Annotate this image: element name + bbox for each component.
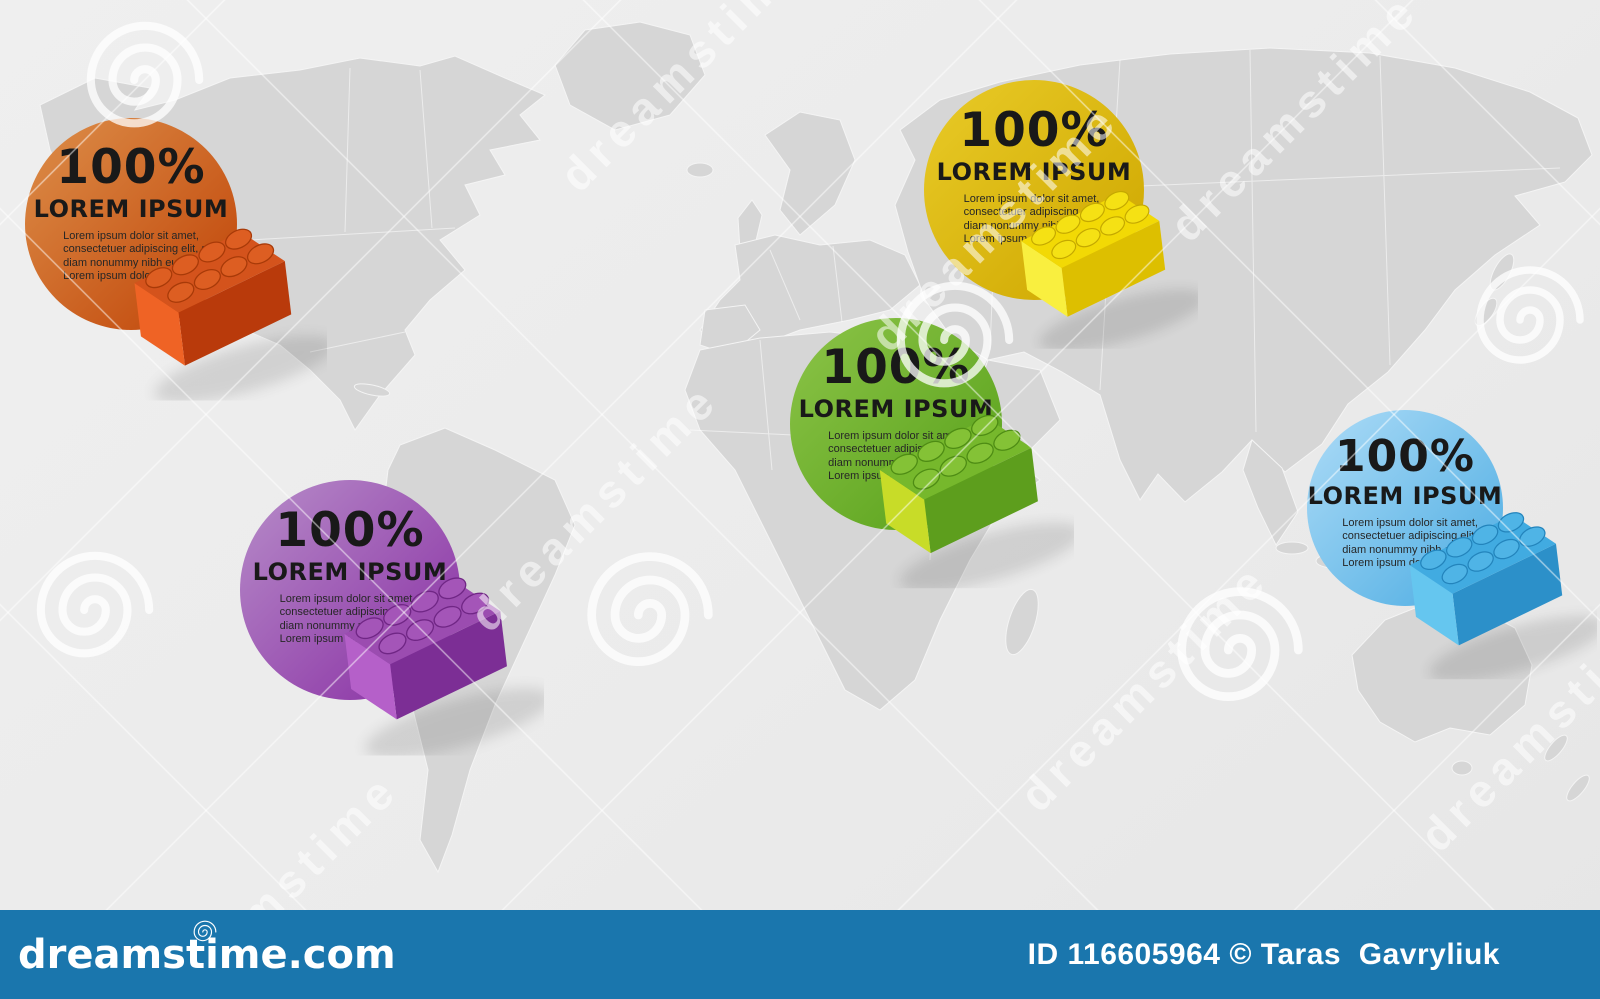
dreamstime-logo-text: dreamstime.com: [18, 931, 396, 978]
map-new-zealand: [1566, 774, 1590, 802]
item-title: LOREM IPSUM: [1307, 481, 1503, 510]
description-line: Lorem ipsum dolor sit amet,: [279, 592, 416, 605]
lego-brick-marker: [1383, 492, 1597, 679]
percent-value: 100%: [959, 103, 1109, 159]
description-line: Lorem ipsum dolor sit amet,: [63, 229, 199, 242]
map-new-zealand: [1544, 734, 1568, 762]
map-greenland: [554, 21, 706, 131]
infographic-item-south-america: 100% LOREM IPSUM Lorem ipsum dolor sit a…: [240, 480, 460, 700]
infographic-item-asia: 100% LOREM IPSUM Lorem ipsum dolor sit a…: [924, 80, 1144, 300]
percent-value: 100%: [56, 140, 206, 196]
map-iceland: [686, 162, 714, 178]
map-se-asia: [1242, 439, 1299, 547]
item-title: LOREM IPSUM: [33, 194, 229, 223]
dreamstime-spiral-icon: [193, 920, 217, 941]
map-caribbean: [353, 383, 391, 397]
infographic-item-north-america: 100% LOREM IPSUM Lorem ipsum dolor sit a…: [25, 118, 237, 330]
dreamstime-logo: dreamstime.com: [18, 920, 396, 978]
item-title: LOREM IPSUM: [936, 157, 1132, 186]
map-indonesia: [1275, 541, 1309, 555]
infographic-item-africa: 100% LOREM IPSUM Lorem ipsum dolor sit a…: [790, 318, 1002, 530]
map-japan: [1474, 297, 1498, 327]
percent-value: 100%: [821, 340, 971, 396]
map-madagascar: [1005, 588, 1039, 656]
item-title: LOREM IPSUM: [798, 394, 994, 423]
description-line: Lorem ipsum dolor sit amet,: [828, 429, 964, 442]
percent-value: 100%: [1335, 430, 1475, 482]
lego-brick-marker: [852, 394, 1074, 588]
watermark-footer-bar: dreamstime.com ID 116605964 © Taras Gavr…: [0, 910, 1600, 999]
lego-brick-marker: [316, 556, 544, 756]
item-title: LOREM IPSUM: [252, 557, 448, 586]
description-line: consectetuer adipiscing elit, sed: [63, 243, 220, 256]
percent-value: 100%: [275, 503, 425, 559]
image-credit: ID 116605964 © Taras Gavryliuk: [1027, 937, 1500, 971]
lego-brick-marker: [996, 172, 1198, 349]
lego-brick-marker: [107, 208, 327, 401]
infographic-item-australia: 100% LOREM IPSUM Lorem ipsum dolor sit a…: [1307, 410, 1503, 606]
map-tasmania: [1451, 760, 1473, 776]
description-line: Lorem ipsum dolor sit amet,: [1342, 516, 1478, 529]
description-line: Lorem ipsum dolor sit amet,: [963, 192, 1100, 205]
map-scandinavia: [764, 111, 856, 236]
